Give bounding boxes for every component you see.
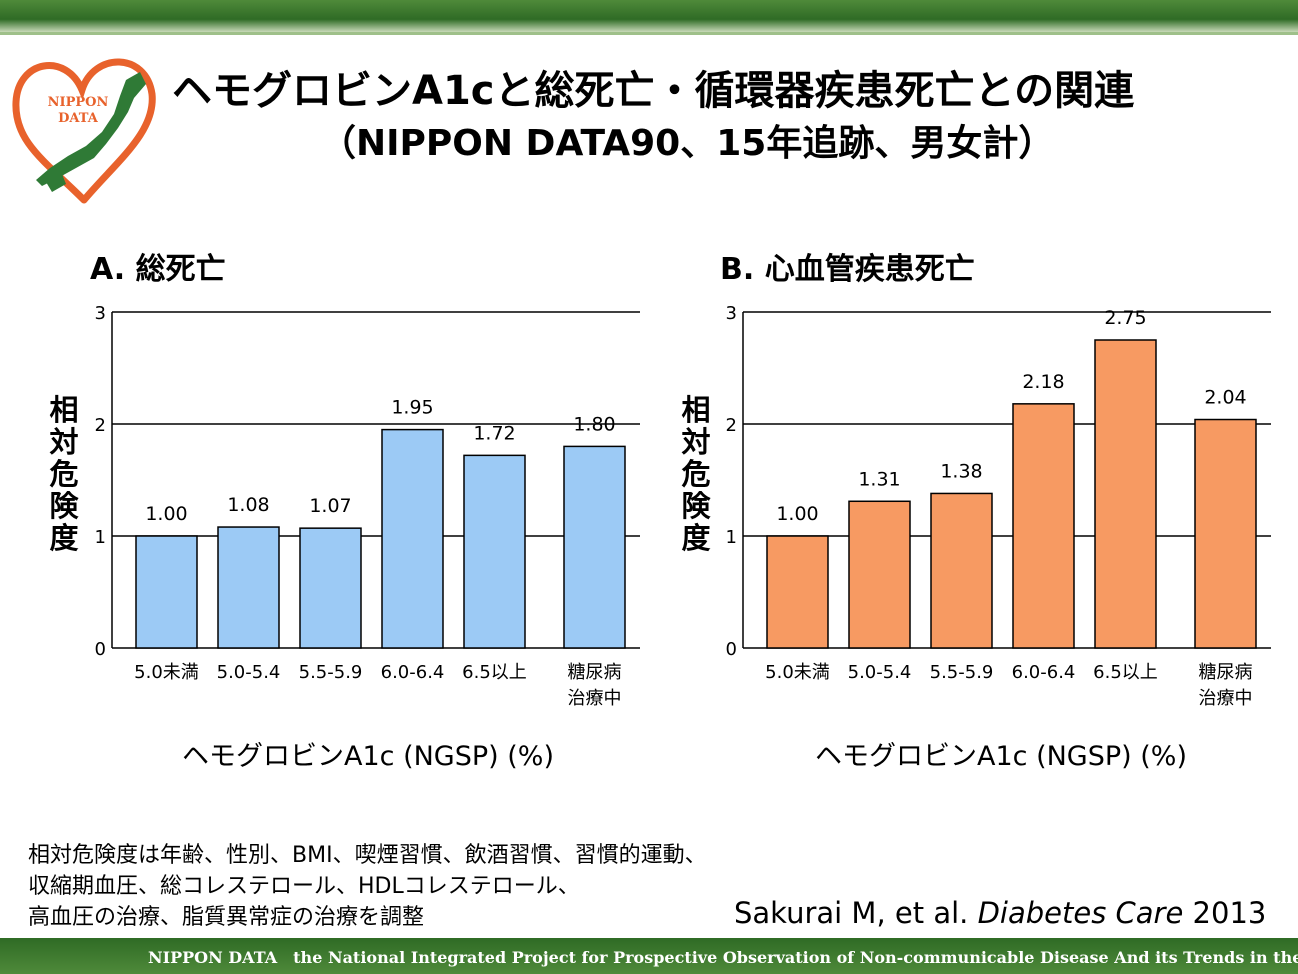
x-tick-label: 6.5以上 [462, 662, 527, 683]
bar [563, 445, 626, 649]
bar-value-label: 1.08 [227, 494, 269, 516]
bar-value-label: 2.18 [1022, 371, 1064, 393]
x-tick-label: 5.0未満 [134, 662, 199, 683]
bar [1194, 418, 1257, 649]
x-tick-label: 治療中 [568, 688, 622, 709]
panel-b-xlabel: ヘモグロビンA1c (NGSP) (%) [815, 741, 1187, 772]
y-tick-label: 0 [95, 639, 106, 660]
bar-value-label: 1.31 [858, 468, 900, 490]
bar-value-label: 2.04 [1204, 387, 1246, 409]
chart-total-mortality: 0 1 2 3 1.00 5.0未満 1.08 5.0-5.4 1.07 5.5-5.9 1.95 6… [95, 303, 640, 709]
top-banner-divider [0, 32, 1298, 35]
note-line: 高血圧の治療、脂質異常症の治療を調整 [28, 905, 425, 930]
citation-authors: Sakurai M, et al. [734, 896, 978, 930]
y-tick-label: 1 [95, 527, 106, 548]
bar [848, 500, 911, 649]
x-tick-label: 糖尿病 [1199, 662, 1253, 683]
y-tick-label: 3 [726, 303, 737, 324]
bar [1012, 403, 1075, 649]
x-tick-label: 糖尿病 [568, 662, 622, 683]
svg-text:NIPPON: NIPPON [48, 95, 109, 110]
chart-cvd-mortality: 0 1 2 3 1.00 5.0未満 1.31 5.0-5.4 1.38 5.5-5.9 2.18 6… [726, 303, 1271, 709]
page-title: ヘモグロビンA1cと総死亡・循環器疾患死亡との関連 [172, 68, 1135, 114]
panel-a-ylabel: 相対危険度 [49, 393, 79, 555]
y-tick-label: 2 [95, 415, 106, 436]
bar [1094, 339, 1157, 649]
x-tick-label: 5.5-5.9 [299, 662, 363, 683]
bar-value-label: 1.80 [573, 413, 615, 435]
citation: Sakurai M, et al. Diabetes Care 2013 [734, 896, 1266, 930]
y-tick-label: 1 [726, 527, 737, 548]
x-tick-label: 5.0未満 [765, 662, 830, 683]
x-tick-label: 5.0-5.4 [848, 662, 912, 683]
page-subtitle: （NIPPON DATA90、15年追跡、男女計） [320, 123, 1055, 164]
y-tick-label: 2 [726, 415, 737, 436]
panel-a-title: A. 総死亡 [90, 252, 226, 287]
bar-value-label: 1.95 [391, 397, 433, 419]
top-banner [0, 0, 1298, 32]
y-tick-label: 3 [95, 303, 106, 324]
footer-banner: NIPPON DATA the National Integrated Proj… [0, 938, 1298, 974]
svg-text:DATA: DATA [58, 111, 99, 126]
citation-journal: Diabetes Care [977, 896, 1184, 930]
bar [381, 428, 444, 649]
adjustment-note: 相対危険度は年齢、性別、BMI、喫煙習慣、飲酒習慣、習慣的運動、 収縮期血圧、総… [28, 840, 707, 933]
bar-value-label: 1.38 [940, 460, 982, 482]
footer-text: NIPPON DATA the National Integrated Proj… [148, 948, 1298, 967]
bar-value-label: 1.07 [309, 495, 351, 517]
x-tick-label: 6.0-6.4 [1012, 662, 1076, 683]
bar-value-label: 1.72 [473, 422, 515, 444]
note-line: 収縮期血圧、総コレステロール、HDLコレステロール、 [28, 874, 580, 899]
y-tick-label: 0 [726, 639, 737, 660]
x-tick-label: 5.0-5.4 [217, 662, 281, 683]
citation-year: 2013 [1183, 896, 1267, 930]
bar-value-label: 1.00 [145, 503, 187, 525]
bar-value-label: 1.00 [776, 503, 818, 525]
x-tick-label: 6.0-6.4 [381, 662, 445, 683]
bar [463, 454, 526, 649]
note-line: 相対危険度は年齢、性別、BMI、喫煙習慣、飲酒習慣、習慣的運動、 [28, 843, 707, 868]
x-tick-label: 5.5-5.9 [930, 662, 994, 683]
panel-a-xlabel: ヘモグロビンA1c (NGSP) (%) [182, 741, 554, 772]
bar [135, 535, 198, 649]
bar [217, 526, 280, 649]
x-tick-label: 治療中 [1199, 688, 1253, 709]
bar-value-label: 2.75 [1104, 307, 1146, 329]
bar [930, 492, 993, 649]
bar [299, 527, 362, 649]
panel-b-ylabel: 相対危険度 [681, 393, 711, 555]
bar [766, 535, 829, 649]
x-tick-label: 6.5以上 [1093, 662, 1158, 683]
heart-japan-map-logo: NIPPON DATA [12, 58, 156, 204]
panel-b-title: B. 心血管疾患死亡 [720, 252, 975, 287]
